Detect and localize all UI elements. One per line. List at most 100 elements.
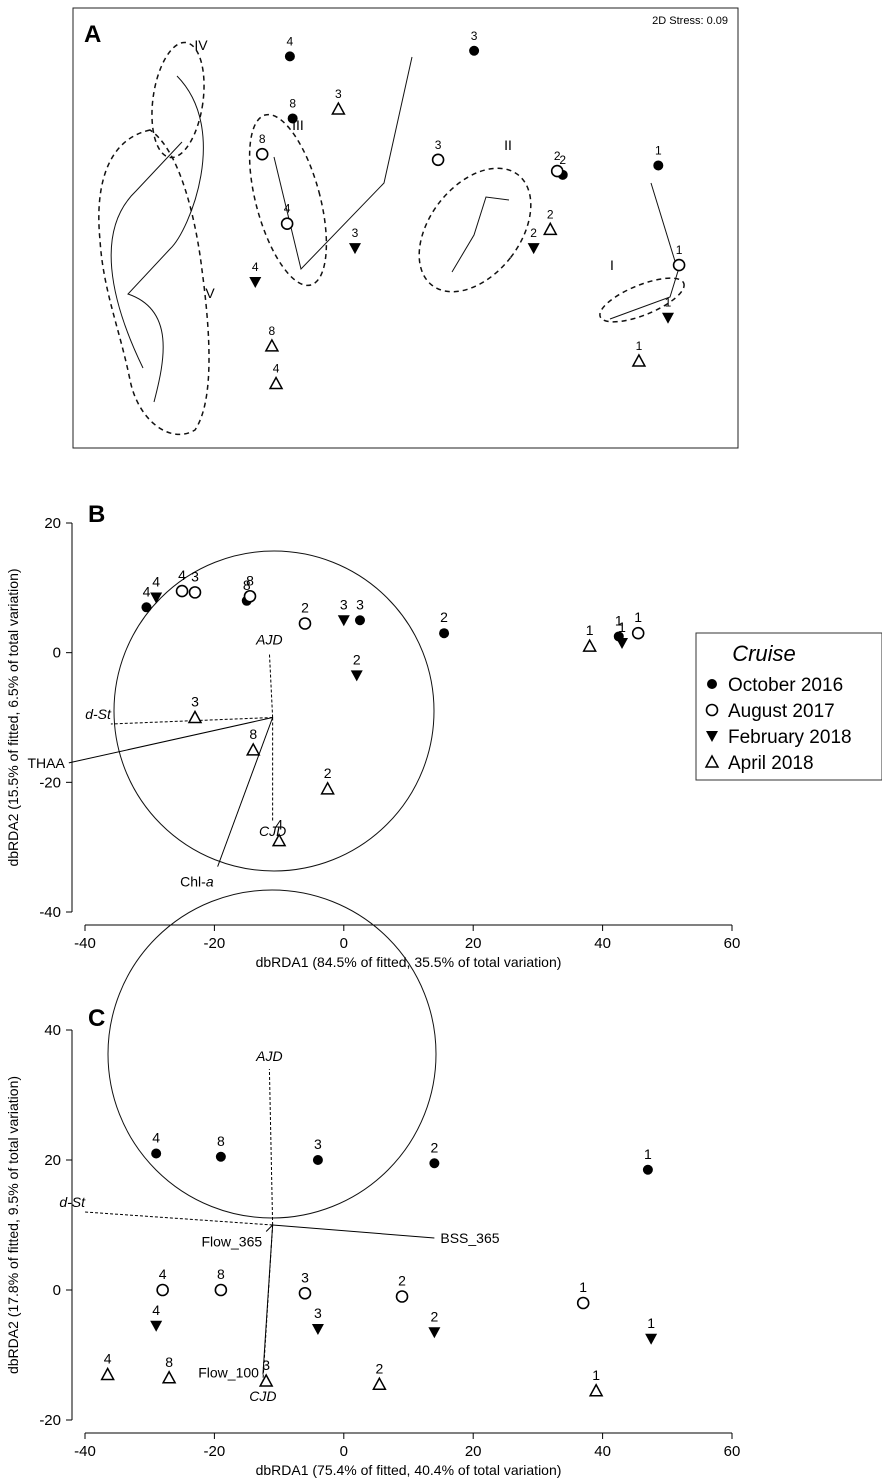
vector-label-flow-100: Flow_100 [198,1365,259,1381]
point-c-august-2017-site-1 [576,1296,590,1310]
point-a-april-2018-site-4 [268,375,284,390]
point-label: 3 [435,138,442,152]
point-a-october-2016-site-4 [284,51,295,62]
y-tick-label: 0 [53,1282,61,1299]
x-tick-label: -40 [74,935,96,952]
point-label: 2 [398,1273,406,1289]
point-label: 4 [275,817,283,833]
vector-d-st [84,1211,273,1226]
point-label: 3 [314,1136,322,1152]
vector-label-flow-365: Flow_365 [201,1234,262,1250]
point-label: 8 [243,577,251,593]
point-label: 1 [579,1279,587,1295]
point-a-august-2017-site-1 [672,258,686,272]
point-a-august-2017-site-8 [255,147,269,161]
vector-flow-365 [265,1224,273,1232]
point-a-april-2018-site-3 [331,101,346,115]
y-tick-label: 0 [53,645,61,662]
x-tick-label: 0 [340,1443,348,1460]
point-label: 2 [430,1139,438,1155]
point-label: 2 [375,1360,383,1376]
point-label: 4 [284,202,291,216]
x-tick-label: 20 [465,1443,482,1460]
correlation-circle-b [113,550,435,872]
point-b-february-2018-site-3 [337,615,350,627]
vector-label-d-st: d-St [85,706,112,722]
point-label: 1 [615,612,623,628]
point-c-october-2016-site-1 [642,1164,653,1175]
panel-b-letter: B [88,501,105,528]
point-label: 3 [191,694,199,710]
point-c-february-2018-site-2 [428,1327,441,1339]
point-c-august-2017-site-4 [156,1283,169,1297]
point-label: 3 [352,226,359,240]
point-label: 2 [554,149,561,163]
point-label: 3 [262,1357,270,1373]
point-label: 8 [217,1133,225,1149]
point-label: 8 [246,572,254,588]
vector-label-thaa: THAA [27,755,65,771]
y-tick-label: -20 [39,1412,61,1429]
point-a-april-2018-site-8 [264,338,280,352]
legend-marker-february-2018 [706,731,718,742]
y-tick-label: 20 [44,515,61,532]
point-c-february-2018-site-3 [311,1324,324,1335]
y-tick-label: 40 [44,1022,61,1039]
point-b-august-2017-site-4 [175,584,189,598]
point-c-august-2017-site-3 [298,1286,312,1300]
point-label: 1 [644,1146,652,1162]
point-b-april-2018-site-1 [582,638,597,652]
vector-label-chl-a: Chl-a [180,874,214,890]
point-label: 2 [353,651,361,667]
panel-b-dbrda-plot: B -40 -20 0 20 40 60 20 0 -20 -40 dbRDA1 (84.5% of… [5,501,740,970]
point-label: 2 [530,226,537,240]
group-label-i: I [610,257,614,273]
point-b-april-2018-site-4 [271,833,287,847]
group-ellipse-iv [151,41,205,159]
vector-cjd [262,1224,274,1382]
group-ellipse-ii [418,167,532,293]
point-a-october-2016-site-1 [653,160,664,171]
point-b-august-2017-site-2 [298,617,312,630]
trajectory-site-4 [127,75,204,403]
point-label: 8 [165,1354,173,1370]
x-tick-label: -20 [204,1443,226,1460]
point-a-february-2018-site-4 [249,277,262,288]
group-label-v: V [205,285,215,301]
point-a-august-2017-site-2 [550,164,564,178]
point-a-august-2017-site-3 [431,153,445,167]
point-a-october-2016-site-3 [469,45,480,56]
point-b-october-2016-site-4 [141,602,152,613]
trajectory-site-3 [273,56,413,271]
point-label: 3 [301,1269,309,1285]
point-label: 4 [252,260,259,274]
vector-ajd [268,652,274,718]
point-label: 2 [547,207,554,221]
trajectory-site-1 [609,182,679,320]
point-label: 1 [592,1367,600,1383]
vector-label-ajd: AJD [255,1048,282,1064]
point-c-october-2016-site-2 [429,1158,440,1169]
y-tick-label: -40 [39,904,61,921]
trajectory-site-8 [110,141,183,369]
group-label-ii: II [504,137,512,153]
x-axis-label: dbRDA1 (75.4% of fitted, 40.4% of total … [256,1462,562,1478]
point-a-august-2017-site-4 [280,217,294,231]
legend: Cruise October 2016 August 2017 February 2… [695,632,882,781]
point-label: 1 [665,296,672,310]
group-shape-v [98,129,210,436]
point-c-february-2018-site-1 [645,1333,658,1345]
point-c-august-2017-site-8 [214,1283,228,1297]
point-b-august-2017-site-8 [243,589,257,603]
panel-c-letter: C [88,1005,105,1032]
point-label: 8 [289,96,296,110]
x-tick-label: 40 [594,1443,611,1460]
legend-marker-august-2017 [705,703,719,717]
x-tick-label: 60 [724,1443,741,1460]
point-c-october-2016-site-3 [312,1155,323,1165]
point-b-april-2018-site-2 [320,781,335,795]
x-tick-label: 0 [340,935,348,952]
point-label: 4 [143,583,151,599]
